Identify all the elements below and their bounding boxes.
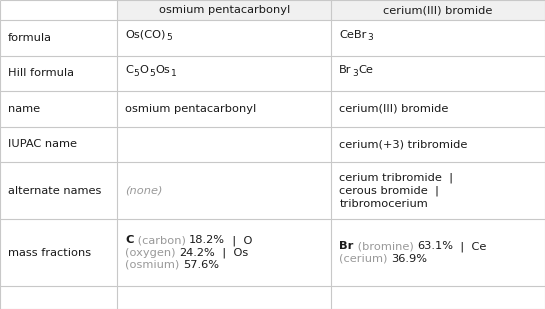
Text: Os(CO): Os(CO) xyxy=(125,30,166,40)
Text: cerous bromide  |: cerous bromide | xyxy=(340,186,439,196)
Bar xyxy=(117,0,331,20)
Text: Br: Br xyxy=(340,66,352,75)
Text: Hill formula: Hill formula xyxy=(8,68,74,78)
Text: cerium(III) bromide: cerium(III) bromide xyxy=(384,5,493,15)
Text: 5: 5 xyxy=(166,33,172,42)
Text: (bromine): (bromine) xyxy=(354,241,417,252)
Text: osmium pentacarbonyl: osmium pentacarbonyl xyxy=(159,5,290,15)
Text: name: name xyxy=(8,104,40,114)
Text: mass fractions: mass fractions xyxy=(8,248,91,258)
Text: (osmium): (osmium) xyxy=(125,260,183,270)
Text: |  Ce: | Ce xyxy=(453,241,487,252)
Text: 63.1%: 63.1% xyxy=(417,241,453,252)
Text: 24.2%: 24.2% xyxy=(179,248,215,258)
Bar xyxy=(331,0,545,20)
Text: (oxygen): (oxygen) xyxy=(125,248,179,258)
Text: tribromocerium: tribromocerium xyxy=(340,198,428,209)
Text: osmium pentacarbonyl: osmium pentacarbonyl xyxy=(125,104,257,114)
Text: 3: 3 xyxy=(367,33,373,42)
Text: O: O xyxy=(140,66,149,75)
Text: alternate names: alternate names xyxy=(8,186,101,196)
Text: |  O: | O xyxy=(225,235,252,246)
Text: 57.6%: 57.6% xyxy=(183,260,219,270)
Text: (none): (none) xyxy=(125,186,162,196)
Text: cerium tribromide  |: cerium tribromide | xyxy=(340,173,453,183)
Text: 3: 3 xyxy=(353,69,358,78)
Text: C: C xyxy=(125,235,134,245)
Text: 36.9%: 36.9% xyxy=(391,254,427,264)
Text: cerium(III) bromide: cerium(III) bromide xyxy=(340,104,449,114)
Text: Os: Os xyxy=(155,66,170,75)
Text: 18.2%: 18.2% xyxy=(189,235,225,245)
Text: formula: formula xyxy=(8,33,52,43)
Text: IUPAC name: IUPAC name xyxy=(8,139,77,150)
Text: Ce: Ce xyxy=(359,66,373,75)
Text: (carbon): (carbon) xyxy=(134,235,189,245)
Text: (cerium): (cerium) xyxy=(340,254,391,264)
Text: 5: 5 xyxy=(134,69,140,78)
Text: |  Os: | Os xyxy=(215,248,249,258)
Text: Br: Br xyxy=(340,241,354,252)
Text: C: C xyxy=(125,66,133,75)
Text: 1: 1 xyxy=(171,69,177,78)
Text: cerium(+3) tribromide: cerium(+3) tribromide xyxy=(340,139,468,150)
Text: 5: 5 xyxy=(149,69,155,78)
Text: CeBr: CeBr xyxy=(340,30,367,40)
